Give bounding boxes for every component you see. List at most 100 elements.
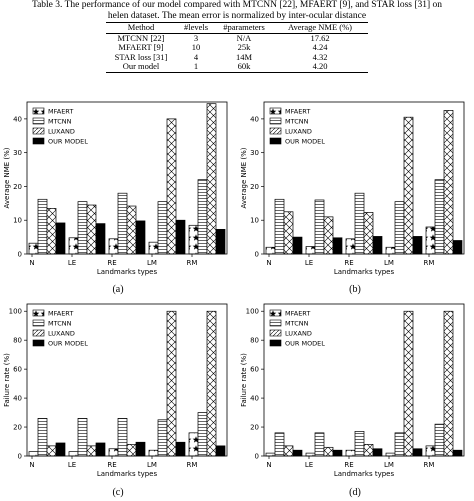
y-tick-label: 60 — [13, 366, 22, 374]
legend-label: MFAERT — [48, 310, 73, 318]
bar-mfaert-re — [345, 238, 356, 255]
x-tick-label: LE — [68, 259, 76, 267]
legend-label: MFAERT — [285, 108, 310, 116]
x-tick-label: RE — [107, 461, 116, 469]
chart-d: 0 20 40 60 80 100 N LE RE LM RM Landmarks types Fail… — [240, 303, 465, 478]
legend-swatch — [32, 127, 45, 135]
bar-mtcnn-re — [117, 418, 128, 457]
bar-our-model-re — [372, 236, 383, 255]
legend-swatch — [32, 107, 45, 115]
y-tick-label: 100 — [9, 308, 22, 316]
y-axis-label: Average NME (%) — [3, 147, 11, 208]
y-tick-label: 0 — [255, 453, 259, 461]
y-tick-label: 20 — [250, 183, 259, 191]
bar-mtcnn-n — [37, 418, 48, 457]
x-axis-label: Landmarks types — [334, 470, 395, 478]
legend-label: MTCNN — [285, 118, 309, 126]
panel-label-b: (b) — [349, 284, 361, 295]
bar-our-model-rm — [215, 228, 226, 255]
header-levels: #levels — [183, 22, 209, 32]
legend-label: MTCNN — [285, 320, 309, 328]
header-method: Method — [127, 22, 155, 32]
bar-luxand-re — [363, 444, 374, 457]
bar-our-model-re — [372, 448, 383, 457]
bar-our-model-le — [95, 223, 106, 255]
legend-label: OUR MODEL — [285, 340, 325, 348]
x-tick-label: RM — [187, 259, 198, 267]
table-cell: 1 — [193, 61, 199, 72]
table-cell: 4.24 — [312, 42, 328, 53]
table-cell: 25k — [237, 42, 251, 53]
legend-swatch — [269, 309, 282, 317]
chart-c: 0 20 40 60 80 100 N LE RE LM RM Landmarks types Fail… — [3, 303, 228, 478]
y-tick-label: 30 — [13, 149, 22, 157]
y-tick-label: 60 — [250, 366, 259, 374]
header-nme: Average NME (%) — [287, 22, 353, 32]
bar-mtcnn-n — [274, 198, 285, 255]
bar-mtcnn-rm — [197, 412, 208, 457]
bar-luxand-re — [363, 212, 374, 255]
bar-mtcnn-rm — [434, 423, 445, 457]
x-tick-label: N — [266, 259, 271, 267]
legend-label: LUXAND — [48, 330, 75, 338]
legend-swatch — [32, 117, 45, 125]
bar-our-model-rm — [452, 240, 463, 255]
header-parameters: #parameters — [223, 22, 265, 32]
y-tick-label: 40 — [250, 395, 259, 403]
bar-mfaert-rm — [425, 226, 436, 255]
panel-label-d: (d) — [349, 487, 361, 498]
bar-our-model-n — [55, 442, 66, 457]
bar-mfaert-n — [265, 452, 276, 457]
legend-label: MFAERT — [48, 108, 73, 116]
bar-luxand-lm — [403, 310, 414, 457]
bar-luxand-rm — [206, 103, 217, 255]
x-tick-label: RM — [424, 461, 435, 469]
table-row: MFAERT [9] 10 25k 4.24 — [106, 43, 368, 53]
bar-our-model-n — [55, 222, 66, 255]
bar-mfaert-re — [108, 238, 119, 255]
bar-luxand-le — [86, 445, 97, 457]
bar-mfaert-lm — [148, 449, 159, 457]
results-table: Method #levels #parameters Average NME (… — [106, 22, 368, 73]
bar-our-model-re — [135, 220, 146, 255]
bar-mfaert-n — [265, 246, 276, 255]
bar-luxand-lm — [403, 116, 414, 255]
plot-frame — [26, 101, 228, 255]
legend-swatch — [32, 309, 45, 317]
bar-mtcnn-le — [77, 418, 88, 457]
bar-our-model-lm — [412, 236, 423, 255]
legend-label: OUR MODEL — [48, 340, 88, 348]
bar-mtcnn-lm — [394, 201, 405, 255]
y-tick-label: 40 — [13, 115, 22, 123]
bar-mtcnn-le — [314, 199, 325, 255]
x-axis-label: Landmarks types — [97, 470, 158, 478]
x-tick-label: RE — [344, 461, 353, 469]
bar-our-model-le — [332, 449, 343, 457]
table-cell: 60k — [237, 61, 251, 72]
y-tick-label: 40 — [250, 115, 259, 123]
x-tick-label: RM — [187, 461, 198, 469]
legend: MFAERT MTCNN LUXAND OUR MODEL — [32, 309, 88, 348]
x-tick-label: RE — [107, 259, 116, 267]
legend-label: MTCNN — [48, 118, 72, 126]
bar-luxand-re — [126, 205, 137, 255]
x-tick-label: N — [29, 461, 34, 469]
table-cell: 10 — [191, 42, 201, 53]
legend-swatch — [269, 137, 282, 145]
y-tick-label: 10 — [13, 217, 22, 225]
bar-our-model-n — [292, 449, 303, 457]
bar-our-model-re — [135, 441, 146, 457]
table-cell: 4.20 — [312, 61, 328, 72]
x-tick-label: LE — [305, 461, 313, 469]
legend-swatch — [269, 319, 282, 327]
y-axis-label: Failure rate (%) — [3, 353, 11, 407]
x-tick-label: LE — [305, 259, 313, 267]
bar-mfaert-n — [28, 451, 39, 457]
bar-our-model-rm — [452, 449, 463, 457]
bar-mfaert-n — [28, 242, 39, 255]
y-tick-label: 10 — [250, 217, 259, 225]
y-tick-label: 100 — [246, 308, 259, 316]
table-cell: 3 — [193, 32, 199, 43]
legend-swatch — [269, 107, 282, 115]
table-row: STAR loss [31] 4 14M 4.32 — [106, 52, 368, 63]
